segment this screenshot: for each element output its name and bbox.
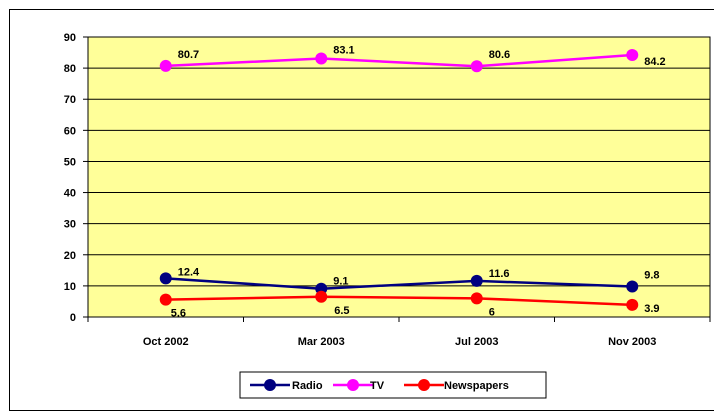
data-label: 9.8 [644, 270, 659, 282]
y-axis: 0 10 20 30 40 50 60 70 80 90 [64, 32, 88, 324]
data-label: 11.6 [489, 268, 510, 280]
series-line [165, 53, 633, 68]
legend: Radio TV Newspapers [239, 371, 547, 399]
y-tick-label: 0 [70, 312, 76, 324]
data-point [470, 60, 483, 73]
data-point [315, 52, 328, 65]
legend-label: Radio [292, 380, 323, 392]
data-point [470, 292, 483, 305]
data-label: 80.6 [489, 49, 510, 61]
data-point [315, 290, 328, 303]
y-tick-label: 40 [64, 188, 76, 200]
x-tick-label: Oct 2002 [143, 336, 189, 348]
data-label: 84.2 [644, 56, 665, 68]
series-line [165, 277, 633, 290]
y-tick-label: 80 [64, 63, 76, 75]
chart-frame: 0 10 20 30 40 50 60 70 80 90 Oct 2002 Mar 2003 Jul … [9, 9, 714, 411]
data-label: 12.4 [178, 266, 200, 278]
legend-swatch-marker [347, 379, 359, 391]
line-chart: 0 10 20 30 40 50 60 70 80 90 Oct 2002 Mar 2003 Jul … [64, 32, 711, 399]
data-label: 6 [489, 306, 495, 318]
data-label: 6.5 [334, 305, 349, 317]
data-label: 80.7 [178, 49, 199, 61]
y-tick-label: 70 [64, 94, 76, 106]
plot-area [87, 36, 711, 318]
legend-label: TV [370, 380, 385, 392]
legend-swatch-marker [264, 379, 276, 391]
legend-box [239, 371, 547, 399]
data-point [159, 293, 172, 306]
series-line [165, 295, 633, 307]
data-point [470, 274, 483, 287]
x-tick-label: Nov 2003 [608, 336, 656, 348]
y-tick-label: 10 [64, 281, 76, 293]
x-axis: Oct 2002 Mar 2003 Jul 2003 Nov 2003 [87, 317, 711, 348]
y-tick-label: 90 [64, 32, 76, 44]
data-point [626, 280, 639, 293]
data-point [626, 298, 639, 311]
x-tick-label: Mar 2003 [298, 336, 345, 348]
y-tick-label: 60 [64, 125, 76, 137]
y-tick-label: 30 [64, 219, 76, 231]
data-point [159, 59, 172, 72]
x-tick-label: Jul 2003 [455, 336, 498, 348]
y-tick-label: 20 [64, 250, 76, 262]
y-tick-label: 50 [64, 156, 76, 168]
data-label: 9.1 [333, 276, 348, 288]
data-label: 5.6 [171, 308, 186, 320]
data-label: 83.1 [333, 44, 354, 56]
data-point [159, 272, 172, 285]
data-point [626, 49, 639, 62]
data-label: 3.9 [644, 303, 659, 315]
series-group: 12.4 9.1 11.6 9.8 80.7 83.1 80.6 84.2 5.6 6.5 6 3.9 [159, 44, 666, 320]
legend-label: Newspapers [444, 380, 509, 392]
legend-swatch-marker [418, 379, 430, 391]
